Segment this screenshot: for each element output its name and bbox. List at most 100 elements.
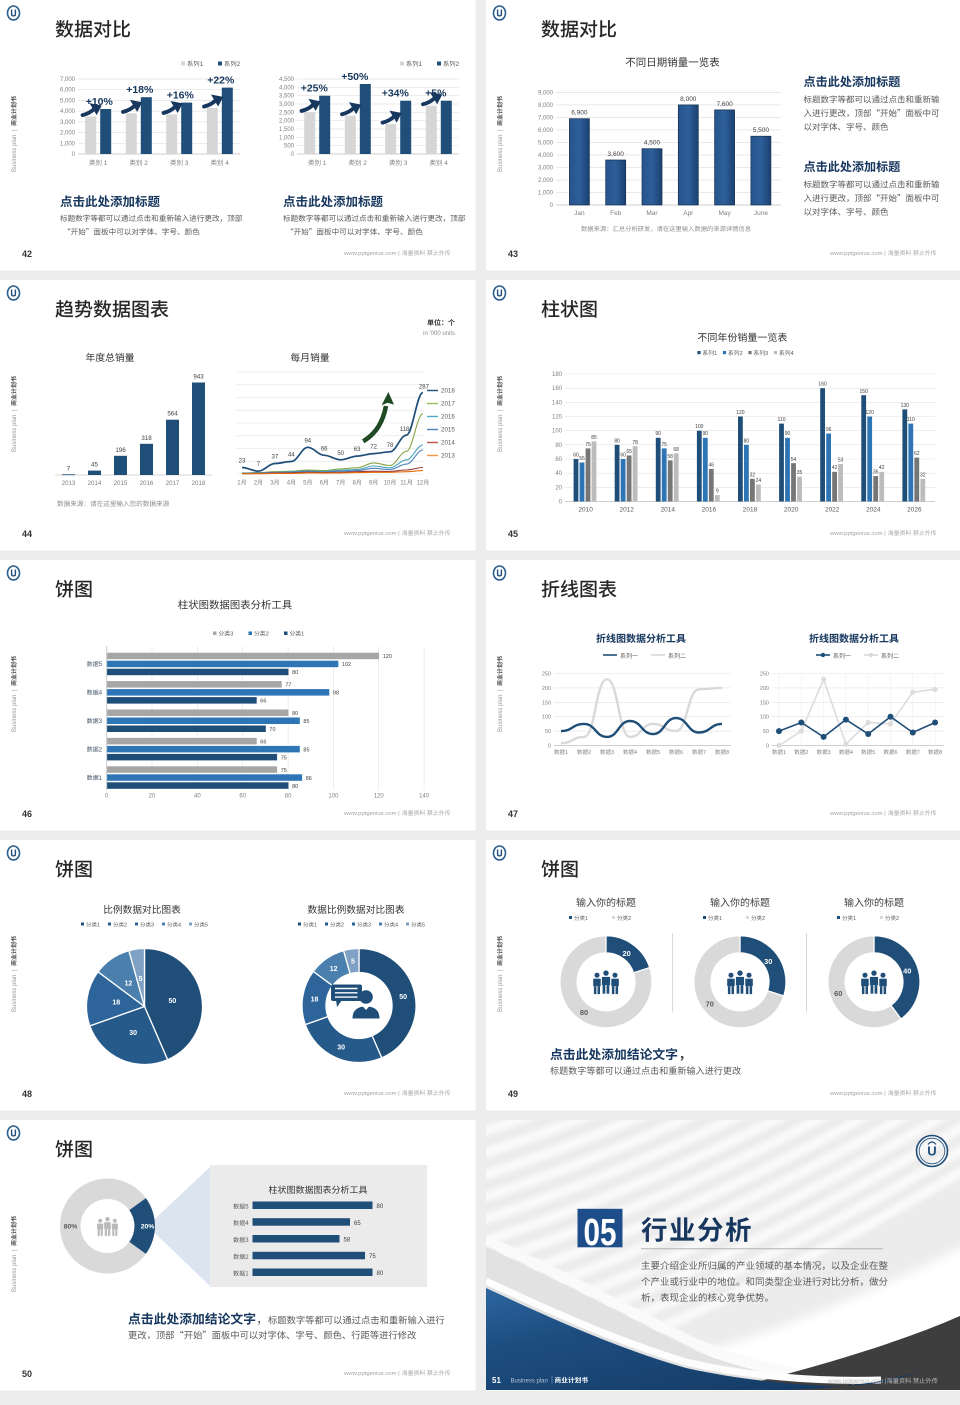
svg-text:200: 200	[542, 686, 551, 692]
svg-text:2: 2	[805, 750, 808, 756]
svg-text:18: 18	[112, 1000, 120, 1007]
svg-text:86: 86	[306, 776, 312, 782]
svg-text:196: 196	[115, 447, 126, 454]
svg-text:3: 3	[185, 160, 189, 167]
svg-text:2012: 2012	[619, 507, 634, 514]
svg-text:www.pptgenius.com |: www.pptgenius.com |	[343, 811, 400, 817]
svg-text:2,000: 2,000	[60, 131, 76, 137]
svg-text:50: 50	[399, 994, 407, 1001]
svg-text:2026: 2026	[907, 507, 922, 514]
svg-text:8,000: 8,000	[538, 103, 554, 109]
svg-text:Business plan: Business plan	[498, 135, 504, 172]
svg-text:1: 1	[419, 61, 423, 68]
svg-text:42: 42	[832, 465, 838, 471]
svg-text:2: 2	[740, 351, 743, 357]
svg-text:140: 140	[419, 794, 430, 800]
svg-text:2018: 2018	[743, 507, 758, 514]
svg-text:78: 78	[387, 443, 394, 449]
svg-text:75: 75	[281, 768, 287, 774]
svg-text:85: 85	[591, 435, 597, 441]
svg-text:9,000: 9,000	[538, 90, 554, 96]
svg-text:2: 2	[628, 916, 631, 922]
svg-text:7: 7	[917, 750, 920, 756]
svg-text:4: 4	[444, 160, 448, 167]
svg-text:www.pptgenius.com |: www.pptgenius.com |	[827, 1378, 887, 1385]
svg-text:3: 3	[270, 481, 274, 487]
svg-text:1: 1	[97, 923, 100, 929]
svg-text:3: 3	[404, 160, 408, 167]
svg-text:2015: 2015	[441, 427, 455, 434]
svg-text:5: 5	[657, 750, 660, 756]
svg-text:|: |	[12, 1249, 18, 1251]
svg-text:60: 60	[834, 989, 842, 998]
svg-text:3,000: 3,000	[538, 166, 554, 172]
svg-text:2: 2	[144, 160, 148, 167]
svg-text:18: 18	[311, 996, 319, 1003]
svg-text:3: 3	[368, 923, 371, 929]
svg-text:www.pptgenius.com |: www.pptgenius.com |	[343, 1091, 400, 1097]
svg-text:1: 1	[565, 750, 568, 756]
svg-text:May: May	[718, 210, 731, 217]
svg-text:|: |	[12, 409, 18, 411]
svg-text:150: 150	[860, 389, 869, 395]
svg-text:2: 2	[99, 747, 103, 753]
svg-text:62: 62	[914, 451, 920, 457]
svg-text:www.pptgenius.com |: www.pptgenius.com |	[829, 1091, 886, 1097]
svg-text:23: 23	[239, 459, 246, 465]
svg-text:4: 4	[245, 1221, 249, 1227]
svg-text:30: 30	[129, 1030, 137, 1037]
svg-text:1,000: 1,000	[538, 191, 554, 197]
svg-text:318: 318	[141, 435, 152, 442]
svg-text:102: 102	[342, 662, 351, 668]
svg-text:6: 6	[680, 750, 683, 756]
svg-text:4: 4	[99, 691, 103, 697]
svg-text:www.pptgenius.com |: www.pptgenius.com |	[829, 251, 886, 257]
svg-text:9: 9	[369, 481, 373, 487]
svg-text:100: 100	[542, 715, 551, 721]
svg-text:5: 5	[872, 750, 875, 756]
svg-text:80: 80	[555, 443, 562, 449]
svg-text:12: 12	[125, 981, 133, 988]
svg-text:1: 1	[323, 160, 327, 167]
svg-text:+22%: +22%	[207, 75, 235, 87]
svg-text:50: 50	[763, 729, 769, 735]
svg-text:80: 80	[614, 438, 620, 444]
svg-text:45: 45	[91, 462, 98, 469]
svg-text:3: 3	[230, 632, 233, 638]
svg-text:94: 94	[304, 438, 311, 444]
svg-text:65: 65	[354, 1221, 361, 1227]
svg-text:0: 0	[550, 203, 554, 209]
svg-text:|: |	[498, 689, 504, 691]
svg-text:65: 65	[626, 449, 632, 455]
svg-text:100: 100	[760, 715, 769, 721]
svg-text:6: 6	[895, 750, 898, 756]
svg-text:2014: 2014	[441, 440, 455, 447]
svg-text:9: 9	[716, 489, 719, 495]
svg-text:Mar: Mar	[646, 210, 658, 217]
svg-text:943: 943	[193, 374, 204, 381]
svg-text:5: 5	[205, 923, 208, 929]
svg-text:05: 05	[584, 1212, 617, 1254]
svg-text:4,000: 4,000	[279, 85, 295, 91]
svg-text:0: 0	[105, 794, 109, 800]
svg-text:2018: 2018	[192, 480, 206, 487]
svg-text:0: 0	[548, 744, 551, 750]
svg-text:40: 40	[194, 794, 201, 800]
svg-text:80: 80	[377, 1271, 384, 1277]
svg-text:66: 66	[260, 699, 266, 705]
svg-text:66: 66	[260, 739, 266, 745]
svg-text:2: 2	[762, 916, 765, 922]
svg-text:1,500: 1,500	[279, 127, 295, 133]
svg-text:www.pptgenius.com |: www.pptgenius.com |	[343, 1371, 400, 1377]
svg-text:|: |	[12, 689, 18, 691]
svg-text:42: 42	[879, 465, 885, 471]
svg-text:80: 80	[292, 784, 298, 790]
svg-text:46: 46	[22, 809, 32, 819]
svg-text:2016: 2016	[702, 507, 717, 514]
svg-text:60: 60	[555, 457, 562, 463]
svg-text:Feb: Feb	[610, 210, 622, 217]
svg-text:80: 80	[285, 794, 292, 800]
svg-text:6,000: 6,000	[60, 88, 76, 94]
svg-text:4: 4	[287, 481, 291, 487]
svg-text:47: 47	[508, 809, 518, 819]
